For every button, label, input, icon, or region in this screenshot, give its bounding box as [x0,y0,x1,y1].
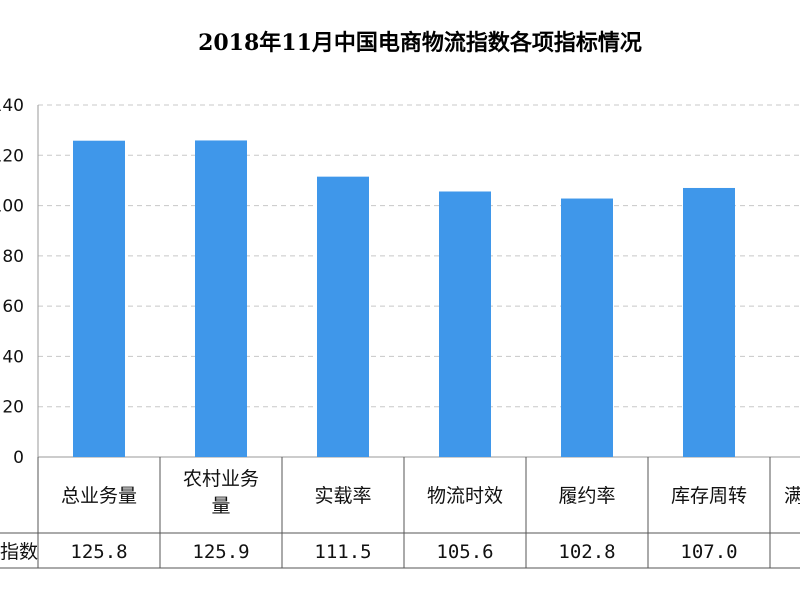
bar [195,140,247,458]
y-tick-label: 100 [0,197,24,217]
data-label: 125.8 [70,541,127,563]
category-label: 履约率 [558,485,615,507]
category-label: 实载率 [314,485,371,507]
category-label: 总业务量 [61,485,137,507]
y-tick-label: 80 [2,247,24,267]
y-axis: 0 20 40 60 80 100 120 140 [0,96,39,568]
chart-title: 2018年11月中国电商物流指数各项指标情况 [198,30,642,56]
table-row-header: 指数 [0,541,38,563]
bar [683,187,735,457]
y-tick-label: 20 [2,398,24,418]
bar [561,198,613,457]
data-label: 105.6 [436,541,493,563]
y-tick-label: 140 [0,96,24,116]
data-label: 107.0 [680,541,737,563]
category-label: 满 [784,485,800,507]
y-tick-label: 60 [2,297,24,317]
y-tick-label: 40 [2,347,24,367]
category-label: 量 [211,495,230,517]
bars [73,140,735,458]
y-tick-label: 0 [13,448,24,468]
category-label: 库存周转 [671,485,747,507]
bar [317,176,369,457]
data-label: 102.8 [558,541,615,563]
gridlines [38,104,800,458]
category-label: 农村业务 [183,468,259,490]
data-label: 125.9 [192,541,249,563]
bar [73,140,125,457]
data-label: 111.5 [314,541,371,563]
category-label: 物流时效 [427,485,503,507]
y-tick-label: 120 [0,146,24,166]
bar [439,191,491,457]
